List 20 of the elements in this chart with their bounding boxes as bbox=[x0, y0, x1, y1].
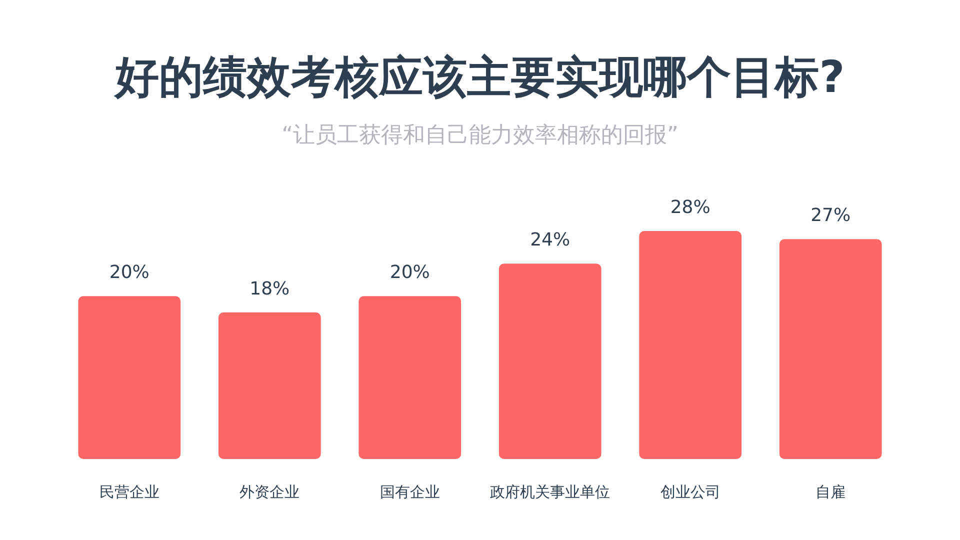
data-label: 24% bbox=[530, 230, 570, 251]
bar bbox=[498, 264, 602, 459]
x-tick-label: 民营企业 bbox=[99, 483, 160, 501]
x-tick-label: 国有企业 bbox=[380, 483, 440, 501]
bar bbox=[218, 312, 321, 459]
data-label: 28% bbox=[670, 197, 710, 218]
x-tick-label: 自雇 bbox=[816, 483, 846, 501]
bar bbox=[78, 296, 181, 459]
x-tick-label: 外资企业 bbox=[240, 483, 300, 501]
data-label: 20% bbox=[390, 262, 430, 284]
chart-title: 好的绩效考核应该主要实现哪个目标? bbox=[113, 52, 845, 103]
data-label: 18% bbox=[250, 278, 290, 300]
data-label: 20% bbox=[109, 262, 150, 284]
x-tick-label: 创业公司 bbox=[660, 483, 720, 501]
chart-subtitle: “让员工获得和自己能力效率相称的回报” bbox=[282, 123, 678, 148]
bar bbox=[779, 239, 882, 459]
bar bbox=[358, 296, 462, 459]
bar bbox=[639, 231, 742, 459]
data-label: 27% bbox=[810, 205, 851, 226]
x-tick-label: 政府机关事业单位 bbox=[490, 483, 610, 501]
